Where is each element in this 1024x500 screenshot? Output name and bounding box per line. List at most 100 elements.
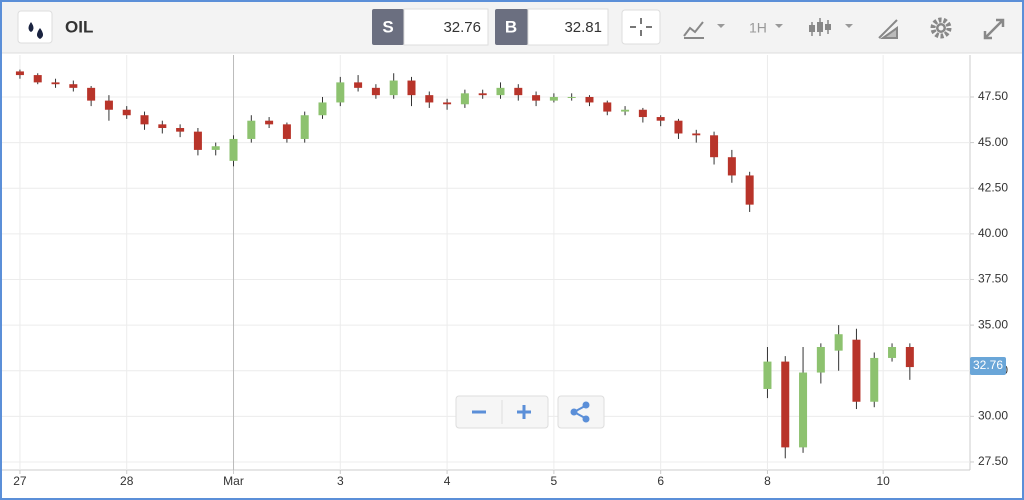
- y-tick-label: 40.00: [978, 226, 1008, 240]
- candle-body: [318, 102, 327, 116]
- plot: 27.5030.0032.5035.0037.5040.0042.5045.00…: [0, 55, 1008, 488]
- candle-body: [816, 346, 825, 373]
- candle-body: [122, 109, 131, 116]
- candle-body: [300, 115, 309, 139]
- candle-body: [460, 93, 469, 105]
- zoom-controls: [455, 395, 605, 429]
- y-tick-label: 37.50: [978, 272, 1008, 286]
- candle-body: [834, 334, 843, 351]
- x-tick-label: 6: [657, 474, 664, 488]
- zoom-in[interactable]: [517, 405, 531, 419]
- candle-body: [87, 87, 96, 101]
- candle-body: [265, 120, 274, 125]
- line-chart-icon[interactable]: [683, 21, 704, 39]
- candle-body: [603, 102, 612, 112]
- x-tick-label: 10: [876, 474, 890, 488]
- candle-body: [425, 95, 434, 103]
- interval[interactable]: 1H: [749, 20, 767, 36]
- candle-body: [638, 109, 647, 118]
- y-tick-label: 35.00: [978, 317, 1008, 331]
- candle-body: [407, 80, 416, 96]
- candle-body: [585, 96, 594, 103]
- candle-body: [69, 84, 78, 88]
- last-price-label: 32.76: [973, 358, 1003, 372]
- y-tick-label: 30.00: [978, 409, 1008, 423]
- candle-body: [745, 175, 754, 205]
- candle-body: [763, 361, 772, 389]
- candle-body: [567, 96, 576, 98]
- settings-icon[interactable]: [930, 17, 952, 39]
- dropdown-arrow[interactable]: [775, 24, 783, 28]
- dropdown-arrow[interactable]: [845, 24, 853, 28]
- x-tick-label: 3: [337, 474, 344, 488]
- candle-body: [674, 120, 683, 134]
- candle-icon-body: [825, 24, 831, 30]
- candle-body: [354, 82, 363, 88]
- candle-body: [51, 82, 60, 85]
- draw-icon[interactable]: [878, 19, 898, 39]
- share-dot: [582, 401, 590, 409]
- share-button[interactable]: [557, 395, 605, 429]
- y-tick-label: 27.50: [978, 454, 1008, 468]
- candle-icon-body: [809, 25, 815, 32]
- candle-body: [496, 87, 505, 96]
- buy-field[interactable]: [527, 8, 609, 46]
- crosshair-icon: [630, 18, 652, 36]
- candle-body: [282, 124, 291, 139]
- y-tick-label: 45.00: [978, 135, 1008, 149]
- share-dot: [570, 408, 578, 416]
- sell-field[interactable]: [403, 8, 489, 46]
- x-tick-label: 27: [13, 474, 27, 488]
- instrument-name: OIL: [65, 17, 93, 36]
- oil-drops: [28, 22, 43, 39]
- last-price-box: [970, 356, 1006, 375]
- candle-body: [799, 372, 808, 448]
- candle-body: [870, 357, 879, 402]
- buy-label[interactable]: B: [505, 17, 517, 36]
- y-tick-label: 42.50: [978, 180, 1008, 194]
- candle-body: [371, 87, 380, 96]
- candle-body: [193, 131, 202, 150]
- settings-icon-hole: [938, 25, 944, 31]
- candle-icon-body: [817, 22, 823, 32]
- candle-body: [727, 157, 736, 176]
- candle-body: [852, 339, 861, 402]
- candle-body: [656, 117, 665, 121]
- candle-body: [104, 100, 113, 110]
- candle-body: [549, 96, 558, 101]
- candle-body: [905, 346, 914, 368]
- candle-body: [336, 82, 345, 103]
- y-tick-label: 47.50: [978, 89, 1008, 103]
- candle-body: [692, 133, 701, 136]
- fullscreen-icon[interactable]: [983, 18, 1005, 40]
- candle-body: [176, 127, 185, 132]
- candle-body: [621, 109, 630, 112]
- candle-body: [140, 115, 149, 125]
- candle-body: [478, 93, 487, 96]
- x-tick-label: 4: [444, 474, 451, 488]
- dropdown-arrow[interactable]: [717, 24, 725, 28]
- x-tick-label: 5: [551, 474, 558, 488]
- candle-body: [211, 146, 220, 150]
- buy-button[interactable]: [495, 9, 528, 45]
- buy-price[interactable]: 32.81: [564, 19, 602, 36]
- x-tick-label: Mar: [223, 474, 244, 488]
- candle-body: [888, 346, 897, 358]
- candle-body: [443, 102, 452, 105]
- x-tick-label: 28: [120, 474, 134, 488]
- sell-button[interactable]: [372, 9, 404, 45]
- share-dot: [582, 415, 590, 423]
- x-tick-label: 8: [764, 474, 771, 488]
- candle-body: [389, 80, 398, 96]
- candle-body: [247, 120, 256, 139]
- sell-price[interactable]: 32.76: [443, 19, 481, 36]
- crosshair-button[interactable]: [621, 9, 661, 45]
- sell-label[interactable]: S: [382, 17, 393, 36]
- candle-body: [781, 361, 790, 448]
- candle-body: [229, 138, 238, 161]
- candle-body: [15, 71, 24, 76]
- toolbar: OIL S 32.76 B 32.81 1H: [0, 1, 1024, 54]
- candle-body: [33, 75, 42, 83]
